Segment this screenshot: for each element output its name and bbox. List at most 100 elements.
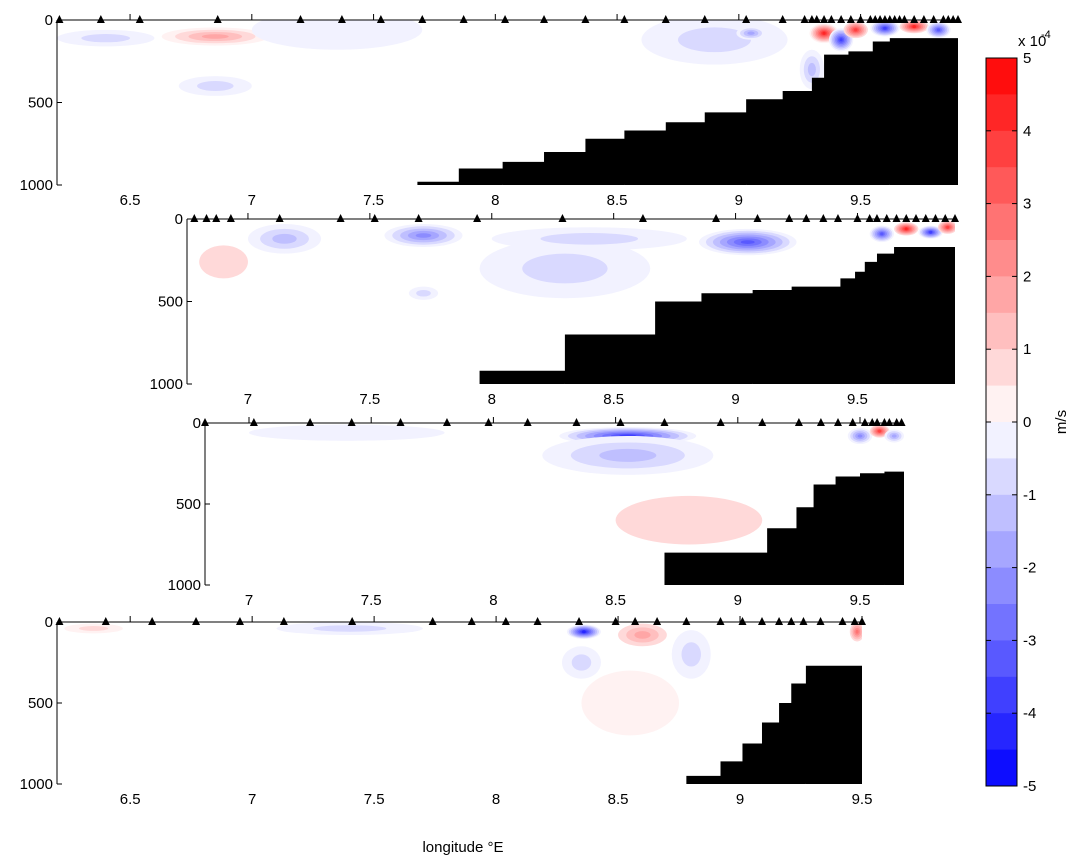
y-tick-label: 500	[28, 95, 53, 112]
x-tick-label: 8	[488, 391, 496, 408]
station-marker	[428, 617, 437, 625]
station-marker	[631, 617, 640, 625]
x-tick-label: 7.5	[364, 791, 385, 808]
velocity-anomaly-6-level-4	[747, 31, 755, 35]
station-marker	[296, 15, 305, 23]
y-tick-label: 0	[175, 211, 183, 228]
station-marker	[819, 214, 828, 222]
velocity-anomaly-7-level-4	[891, 434, 897, 438]
x-tick-label: 9	[734, 592, 742, 609]
velocity-anomaly-9-level-7	[853, 28, 858, 32]
velocity-anomaly-8-level-7	[880, 232, 884, 236]
colorbar-level	[986, 240, 1017, 277]
x-tick-label: 8.5	[608, 791, 629, 808]
station-marker	[212, 214, 221, 222]
station-marker	[865, 214, 874, 222]
colorbar-level	[986, 749, 1017, 787]
station-marker	[467, 617, 476, 625]
colorbar-level	[986, 349, 1017, 387]
colorbar-tick-label: 5	[1023, 50, 1031, 67]
station-marker	[213, 15, 222, 23]
station-marker	[716, 418, 725, 426]
colorbar-level	[986, 94, 1017, 132]
velocity-anomaly-7-level-9	[822, 31, 826, 35]
colorbar-exponent: -4	[1041, 29, 1051, 41]
station-marker	[700, 15, 709, 23]
station-marker	[860, 418, 869, 426]
velocity-anomaly-2-level-5	[415, 233, 432, 238]
station-marker	[794, 418, 803, 426]
station-marker	[910, 15, 919, 23]
velocity-anomaly-3-level-2	[416, 289, 431, 297]
station-marker	[337, 15, 346, 23]
y-tick-label: 1000	[150, 376, 183, 393]
station-marker	[226, 214, 235, 222]
velocity-anomaly-7-level-1	[199, 245, 248, 279]
y-tick-label: 1000	[20, 177, 53, 194]
velocity-anomaly-6-level-2	[540, 233, 639, 245]
station-marker	[620, 15, 629, 23]
station-marker	[376, 15, 385, 23]
colorbar-level	[986, 494, 1017, 532]
station-marker	[800, 15, 809, 23]
station-marker	[812, 15, 821, 23]
station-marker	[827, 15, 836, 23]
colorbar-level	[986, 604, 1017, 641]
colorbar-tick-label: -2	[1023, 560, 1036, 577]
station-marker	[275, 214, 284, 222]
station-marker	[951, 214, 959, 222]
velocity-anomaly-10-level-8	[929, 230, 933, 234]
station-marker	[816, 418, 825, 426]
station-marker	[853, 214, 862, 222]
station-marker	[135, 15, 144, 23]
station-marker	[758, 418, 767, 426]
station-marker	[540, 15, 549, 23]
colorbar-level	[986, 312, 1017, 350]
station-marker	[638, 214, 647, 222]
velocity-anomaly-6-level-2	[681, 642, 701, 667]
colorbar-level	[986, 385, 1017, 423]
station-marker	[838, 617, 847, 625]
station-marker	[911, 214, 920, 222]
x-tick-label: 8	[489, 592, 497, 609]
x-tick-label: 6.5	[120, 192, 141, 209]
field-background	[57, 622, 862, 784]
section-panel-2: 7 7.5 8 8.5 9 9.5 0 500 1000	[150, 211, 959, 408]
velocity-anomaly-5-level-2	[571, 654, 592, 671]
colorbar-level	[986, 276, 1017, 314]
station-marker	[954, 15, 962, 23]
colorbar-level	[986, 713, 1017, 751]
station-marker	[742, 15, 751, 23]
station-marker	[533, 617, 542, 625]
station-marker	[653, 617, 662, 625]
station-marker	[892, 214, 901, 222]
velocity-anomaly-9-level-8	[904, 227, 908, 231]
velocity-anomaly-4-level-2	[313, 625, 387, 632]
station-marker	[418, 15, 427, 23]
station-marker	[902, 214, 911, 222]
x-tick-label: 7.5	[359, 391, 380, 408]
station-marker	[442, 418, 451, 426]
velocity-anomaly-12-level-7	[936, 28, 941, 32]
station-marker	[279, 617, 288, 625]
colorbar-level	[986, 567, 1017, 605]
station-marker	[856, 15, 865, 23]
velocity-field	[205, 423, 904, 585]
velocity-anomaly-1-level-4	[201, 34, 229, 39]
y-tick-label: 0	[45, 12, 53, 29]
x-tick-label: 7.5	[361, 592, 382, 609]
station-marker	[799, 617, 808, 625]
velocity-anomaly-11-level-7	[946, 225, 950, 229]
colorbar-tick-label: 1	[1023, 341, 1031, 358]
y-tick-label: 500	[28, 695, 53, 712]
station-marker	[816, 617, 825, 625]
station-marker	[834, 418, 843, 426]
colorbar-level	[986, 676, 1017, 714]
station-marker	[882, 214, 891, 222]
station-marker	[873, 418, 882, 426]
station-marker	[148, 617, 157, 625]
station-marker	[858, 617, 866, 625]
station-marker	[558, 214, 567, 222]
x-tick-label: 9	[736, 791, 744, 808]
y-tick-label: 0	[193, 415, 201, 432]
